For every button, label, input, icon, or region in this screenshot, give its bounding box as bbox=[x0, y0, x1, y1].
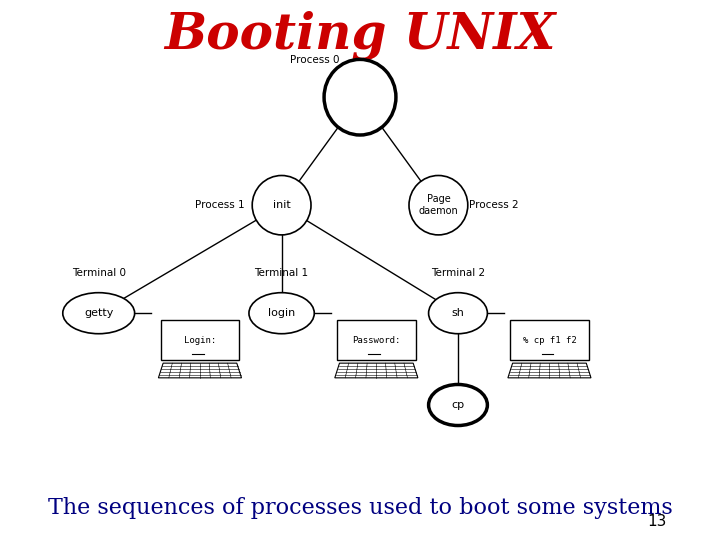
Ellipse shape bbox=[249, 293, 314, 334]
Text: Terminal 0: Terminal 0 bbox=[72, 268, 126, 278]
Text: Process 0: Process 0 bbox=[289, 55, 339, 65]
Text: cp: cp bbox=[451, 400, 464, 410]
Text: % cp f1 f2: % cp f1 f2 bbox=[523, 336, 576, 345]
Text: Password:: Password: bbox=[352, 336, 400, 345]
Ellipse shape bbox=[252, 176, 311, 235]
Text: login: login bbox=[268, 308, 295, 318]
Text: The sequences of processes used to boot some systems: The sequences of processes used to boot … bbox=[48, 497, 672, 518]
Text: getty: getty bbox=[84, 308, 113, 318]
Text: sh: sh bbox=[451, 308, 464, 318]
Ellipse shape bbox=[409, 176, 468, 235]
Ellipse shape bbox=[63, 293, 135, 334]
Polygon shape bbox=[158, 363, 241, 378]
Text: Terminal 1: Terminal 1 bbox=[255, 268, 309, 278]
Ellipse shape bbox=[428, 293, 487, 334]
Ellipse shape bbox=[428, 384, 487, 426]
FancyBboxPatch shape bbox=[161, 320, 239, 361]
Text: Terminal 2: Terminal 2 bbox=[431, 268, 485, 278]
Text: init: init bbox=[273, 200, 290, 210]
Text: Page
daemon: Page daemon bbox=[418, 194, 458, 216]
Text: Process 2: Process 2 bbox=[469, 200, 518, 210]
FancyBboxPatch shape bbox=[510, 320, 589, 361]
Polygon shape bbox=[508, 363, 591, 378]
Polygon shape bbox=[335, 363, 418, 378]
Text: Process 1: Process 1 bbox=[194, 200, 244, 210]
Text: Booting UNIX: Booting UNIX bbox=[164, 10, 556, 60]
Ellipse shape bbox=[324, 59, 396, 135]
FancyBboxPatch shape bbox=[337, 320, 415, 361]
Text: 13: 13 bbox=[648, 514, 667, 529]
Text: Login:: Login: bbox=[184, 336, 216, 345]
